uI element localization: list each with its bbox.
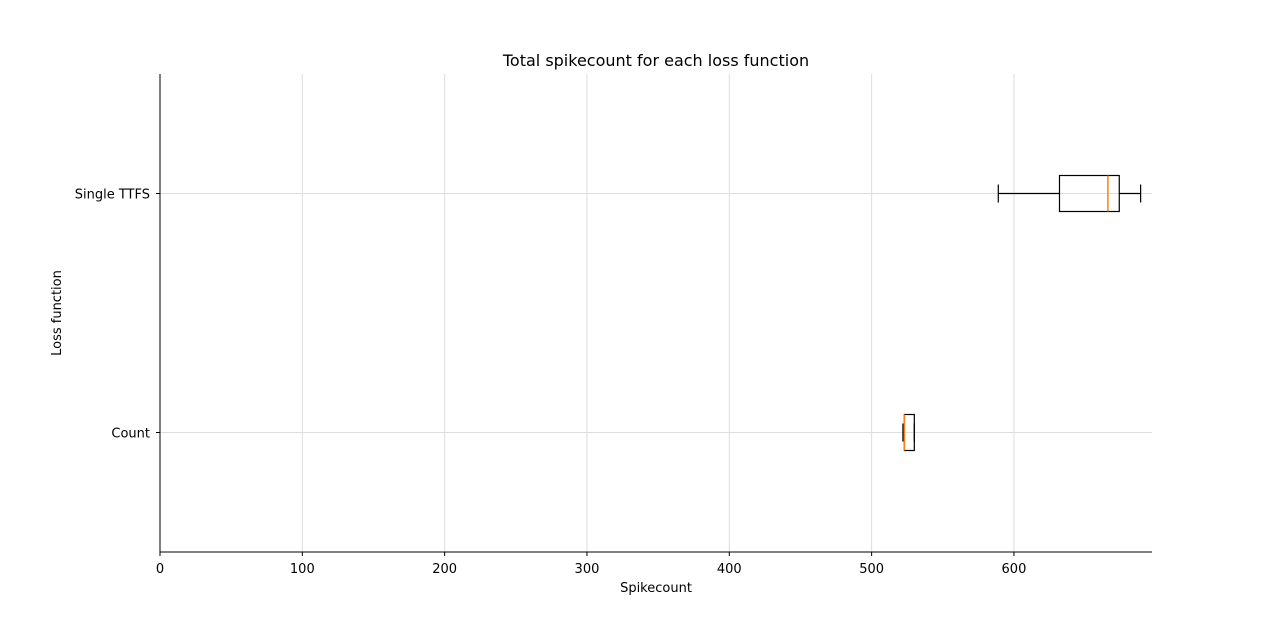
box-single-ttfs	[997, 174, 1142, 213]
y-tick-label: Single TTFS	[75, 188, 150, 203]
boxes	[902, 174, 1142, 452]
box-iqr	[1058, 174, 1120, 213]
y-axis-label: Loss function	[50, 270, 65, 356]
x-tick-label: 500	[859, 562, 884, 577]
x-axis-label: Spikecount	[620, 581, 692, 596]
x-tick-label: 100	[290, 562, 315, 577]
y-tick-label: Count	[111, 427, 150, 442]
ticks: 0 100 200 300 400 500 600 Count Single TTFS	[75, 188, 1027, 578]
box-count	[902, 413, 915, 452]
x-tick-label: 200	[432, 562, 457, 577]
x-tick-label: 600	[1002, 562, 1027, 577]
x-tick-label: 400	[717, 562, 742, 577]
axes	[159, 74, 1152, 553]
x-tick-label: 0	[156, 562, 164, 577]
chart-title: Total spikecount for each loss function	[502, 51, 809, 70]
x-tick-label: 300	[575, 562, 600, 577]
grid-lines	[159, 74, 1152, 552]
